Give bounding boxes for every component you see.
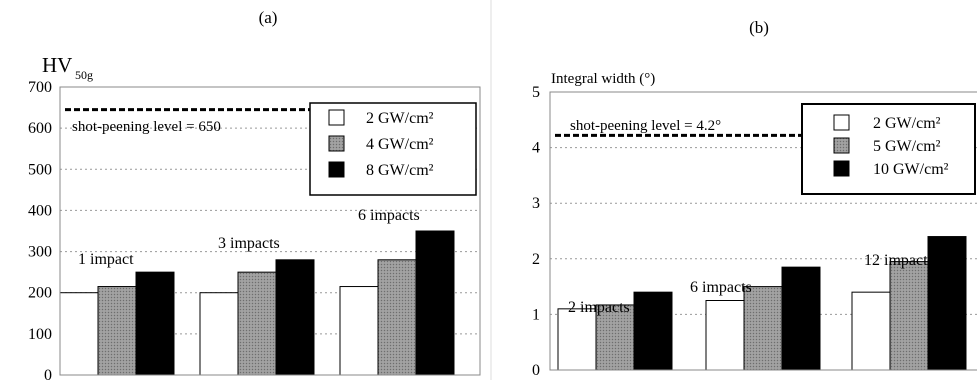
panel-a-legend: 2 GW/cm² 4 GW/cm² 8 GW/cm² <box>309 102 477 196</box>
bar <box>275 259 315 376</box>
y-tick-label: 100 <box>28 326 52 343</box>
panel-b-legend-label-1: 2 GW/cm² <box>873 115 941 132</box>
panel-b-legend-swatch-2 <box>833 137 850 154</box>
bar <box>633 291 673 371</box>
panel-a-title: (a) <box>259 8 278 27</box>
bar <box>377 259 417 376</box>
panel-a-category-labels: 1 impact 3 impacts 6 impacts <box>78 207 420 268</box>
y-tick-label: 200 <box>28 285 52 302</box>
y-tick-label: 0 <box>44 367 52 380</box>
panel-b-title: (b) <box>749 18 769 37</box>
bar <box>889 261 929 371</box>
panel-b-reference-label: shot-peening level = 4.2° <box>570 118 721 134</box>
panel-a-bars <box>59 230 455 376</box>
y-tick-label: 2 <box>532 251 540 268</box>
panel-a: (a) HV 50g shot-peening level = 650 0 100… <box>28 8 481 380</box>
panel-b: (b) Integral width (°) shot-peening leve… <box>532 18 977 379</box>
panel-a-legend-swatch-3 <box>328 161 345 178</box>
bar <box>339 286 379 376</box>
panel-a-y-axis-label: HV <box>42 53 72 77</box>
y-tick-label: 600 <box>28 120 52 137</box>
bar <box>97 286 137 376</box>
y-tick-label: 3 <box>532 195 540 212</box>
panel-b-y-axis-label: Integral width (°) <box>551 71 655 87</box>
panel-a-legend-label-3: 8 GW/cm² <box>366 162 434 179</box>
panel-a-legend-swatch-1 <box>328 109 345 126</box>
panel-a-legend-swatch-2 <box>328 135 345 152</box>
bar <box>415 230 455 376</box>
panel-b-legend-box <box>801 103 976 195</box>
bar <box>135 271 175 376</box>
bar <box>781 266 821 371</box>
panel-a-category-3: 6 impacts <box>358 207 420 224</box>
panel-b-legend-label-3: 10 GW/cm² <box>873 161 949 178</box>
y-tick-label: 500 <box>28 161 52 178</box>
panel-b-legend: 2 GW/cm² 5 GW/cm² 10 GW/cm² <box>801 103 976 195</box>
y-tick-label: 400 <box>28 202 52 219</box>
panel-a-y-axis-label-subscript: 50g <box>75 68 93 82</box>
panel-b-category-1: 2 impacts <box>568 299 630 316</box>
y-tick-label: 1 <box>532 306 540 323</box>
panel-b-legend-label-2: 5 GW/cm² <box>873 138 941 155</box>
panel-b-legend-swatch-1 <box>833 114 850 131</box>
panel-a-category-1: 1 impact <box>78 251 134 268</box>
panel-a-y-ticks: 0 100 200 300 400 500 600 700 <box>28 79 52 380</box>
panel-a-reference-label: shot-peening level = 650 <box>72 119 221 135</box>
panel-a-legend-label-1: 2 GW/cm² <box>366 110 434 127</box>
panel-a-legend-label-2: 4 GW/cm² <box>366 136 434 153</box>
panel-b-category-3: 12 impacts <box>864 252 934 269</box>
panel-a-category-2: 3 impacts <box>218 235 280 252</box>
bar <box>743 286 783 371</box>
panel-b-bars <box>557 236 967 371</box>
panel-b-plot-frame <box>549 91 977 371</box>
bar <box>927 236 967 371</box>
panel-b-category-2: 6 impacts <box>690 279 752 296</box>
bar <box>851 291 891 371</box>
y-tick-label: 300 <box>28 244 52 261</box>
y-tick-label: 0 <box>532 362 540 379</box>
panel-b-category-labels: 2 impacts 6 impacts 12 impacts <box>568 252 934 316</box>
panel-b-legend-swatch-3 <box>833 160 850 177</box>
bar <box>557 308 597 371</box>
bar <box>595 304 635 371</box>
y-tick-label: 700 <box>28 79 52 96</box>
bar <box>59 292 99 376</box>
bar <box>237 271 277 376</box>
bar <box>705 300 745 371</box>
y-tick-label: 5 <box>532 84 540 101</box>
y-tick-label: 4 <box>532 140 540 157</box>
bar <box>199 292 239 376</box>
panel-b-y-ticks: 0 1 2 3 4 5 <box>532 84 540 379</box>
panel-a-plot-frame <box>59 86 481 376</box>
